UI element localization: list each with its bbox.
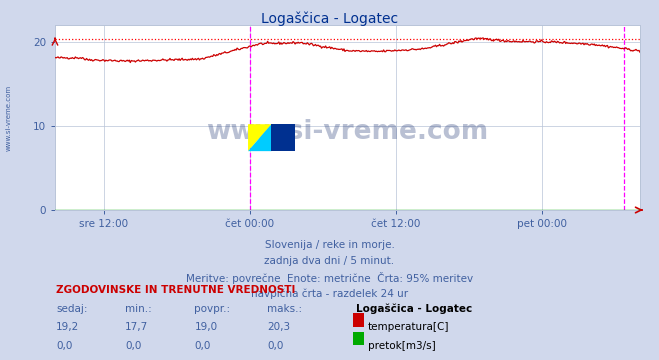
Text: maks.:: maks.: xyxy=(267,304,302,314)
Text: 20,3: 20,3 xyxy=(267,323,290,332)
Text: navpična črta - razdelek 24 ur: navpična črta - razdelek 24 ur xyxy=(251,289,408,299)
Polygon shape xyxy=(248,124,272,151)
Text: 0,0: 0,0 xyxy=(267,341,283,351)
Text: 0,0: 0,0 xyxy=(56,341,72,351)
Text: ZGODOVINSKE IN TRENUTNE VREDNOSTI: ZGODOVINSKE IN TRENUTNE VREDNOSTI xyxy=(56,285,295,295)
Text: pretok[m3/s]: pretok[m3/s] xyxy=(368,341,436,351)
Text: sedaj:: sedaj: xyxy=(56,304,88,314)
Polygon shape xyxy=(272,124,295,151)
Text: 0,0: 0,0 xyxy=(194,341,211,351)
Text: Logaščica - Logatec: Logaščica - Logatec xyxy=(261,12,398,26)
Text: www.si-vreme.com: www.si-vreme.com xyxy=(206,119,488,145)
Text: Logaščica - Logatec: Logaščica - Logatec xyxy=(356,304,472,314)
Text: 0,0: 0,0 xyxy=(125,341,142,351)
Text: 19,2: 19,2 xyxy=(56,323,79,332)
Text: Slovenija / reke in morje.: Slovenija / reke in morje. xyxy=(264,240,395,250)
Text: povpr.:: povpr.: xyxy=(194,304,231,314)
Text: min.:: min.: xyxy=(125,304,152,314)
Text: temperatura[C]: temperatura[C] xyxy=(368,323,449,332)
Text: zadnja dva dni / 5 minut.: zadnja dva dni / 5 minut. xyxy=(264,256,395,266)
Text: www.si-vreme.com: www.si-vreme.com xyxy=(5,85,12,150)
Text: 19,0: 19,0 xyxy=(194,323,217,332)
Text: 17,7: 17,7 xyxy=(125,323,148,332)
Polygon shape xyxy=(248,124,272,151)
Text: Meritve: povrečne  Enote: metrične  Črta: 95% meritev: Meritve: povrečne Enote: metrične Črta: … xyxy=(186,273,473,284)
